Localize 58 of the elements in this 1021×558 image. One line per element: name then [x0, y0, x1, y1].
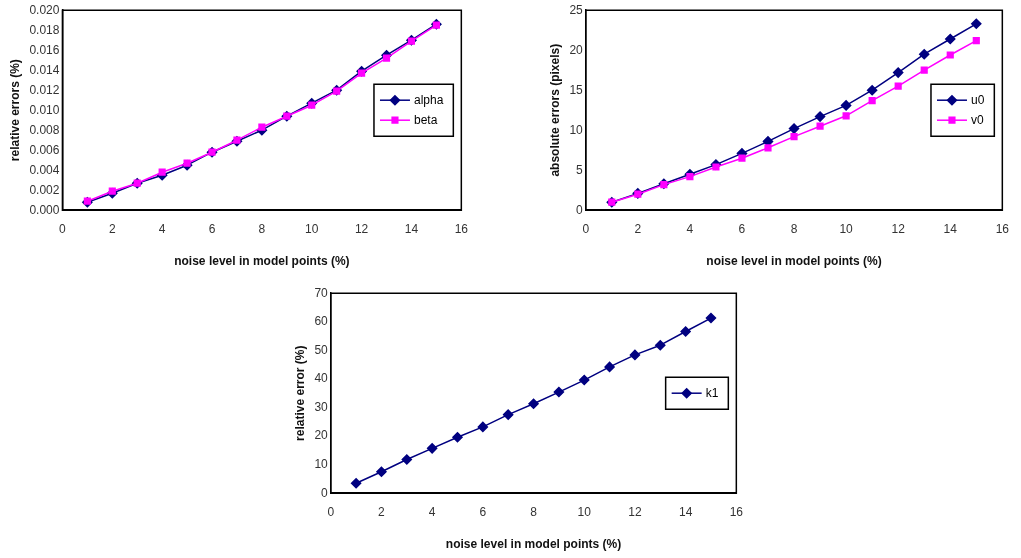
y-tick-label: 70 [314, 285, 329, 300]
y-tick-label: 60 [314, 314, 329, 329]
x-tick-label: 14 [943, 221, 958, 236]
y-tick-label: 25 [569, 2, 584, 17]
y-tick-label: 0.014 [29, 62, 60, 77]
y-tick-label: 40 [314, 371, 329, 386]
x-tick-label: 4 [158, 221, 166, 236]
y-tick-label: 0.008 [29, 122, 60, 137]
y-axis-title: absolute errors (pixels) [547, 43, 562, 177]
x-tick-label: 4 [428, 504, 436, 519]
legend-label: beta [413, 112, 438, 127]
y-tick-label: 0.020 [29, 2, 60, 17]
x-axis-title: noise level in model points (%) [174, 254, 350, 269]
y-tick-label: 0.000 [29, 202, 60, 217]
y-tick-label: 10 [314, 456, 329, 471]
x-tick-label: 12 [628, 504, 642, 519]
x-tick-label: 6 [479, 504, 487, 519]
x-tick-label: 2 [634, 221, 642, 236]
x-tick-label: 12 [891, 221, 906, 236]
y-tick-label: 0.010 [29, 102, 60, 117]
x-axis-title: noise level in model points (%) [445, 537, 622, 552]
legend-label: v0 [970, 112, 984, 127]
x-tick-label: 10 [839, 221, 854, 236]
y-axis-title: relative error (%) [292, 345, 307, 441]
x-tick-label: 2 [378, 504, 386, 519]
x-tick-label: 16 [454, 221, 469, 236]
x-tick-label: 2 [108, 221, 116, 236]
y-axis-title: relative errors (%) [7, 59, 22, 162]
y-tick-label: 50 [314, 342, 329, 357]
x-tick-label: 8 [530, 504, 538, 519]
y-tick-label: 0.012 [29, 82, 60, 97]
y-tick-label: 30 [314, 399, 329, 414]
x-tick-label: 12 [354, 221, 369, 236]
y-tick-label: 0.006 [29, 142, 60, 157]
y-tick-label: 0.016 [29, 42, 60, 57]
x-tick-label: 16 [995, 221, 1010, 236]
y-tick-label: 0.002 [29, 182, 60, 197]
legend-label: u0 [970, 92, 985, 107]
legend-label: k1 [705, 385, 719, 400]
x-tick-label: 6 [208, 221, 216, 236]
y-tick-label: 0.004 [29, 162, 60, 177]
x-tick-label: 14 [404, 221, 419, 236]
x-tick-label: 4 [686, 221, 694, 236]
x-tick-label: 8 [790, 221, 798, 236]
x-tick-label: 14 [678, 504, 693, 519]
y-tick-label: 20 [569, 42, 584, 57]
y-tick-label: 20 [314, 428, 329, 443]
x-axis-title: noise level in model points (%) [706, 254, 882, 269]
y-tick-label: 0 [576, 202, 584, 217]
y-tick-label: 15 [569, 82, 584, 97]
legend-label: alpha [413, 92, 444, 107]
x-tick-label: 6 [738, 221, 746, 236]
x-tick-label: 8 [258, 221, 266, 236]
y-tick-label: 0.018 [29, 22, 60, 37]
y-tick-label: 5 [576, 162, 584, 177]
y-tick-label: 0 [321, 485, 329, 500]
y-tick-label: 10 [569, 122, 584, 137]
x-tick-label: 16 [729, 504, 744, 519]
